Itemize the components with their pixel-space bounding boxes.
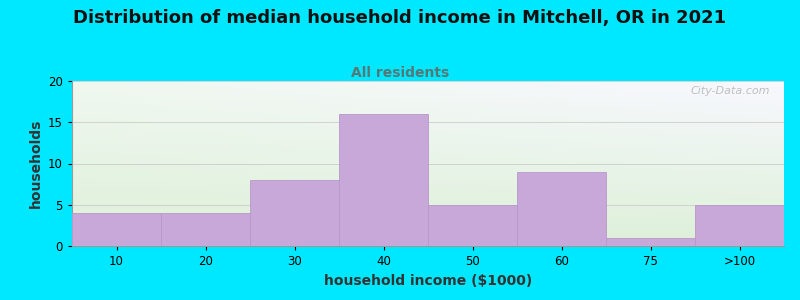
Text: Distribution of median household income in Mitchell, OR in 2021: Distribution of median household income … [74, 9, 726, 27]
Bar [72, 213, 161, 246]
Bar [695, 205, 784, 246]
Text: City-Data.com: City-Data.com [690, 86, 770, 96]
Bar [428, 205, 517, 246]
Bar [250, 180, 339, 246]
Bar [606, 238, 695, 246]
Bar [517, 172, 606, 246]
Text: All residents: All residents [351, 66, 449, 80]
Bar [339, 114, 428, 246]
Y-axis label: households: households [29, 119, 42, 208]
X-axis label: household income ($1000): household income ($1000) [324, 274, 532, 288]
Bar [161, 213, 250, 246]
